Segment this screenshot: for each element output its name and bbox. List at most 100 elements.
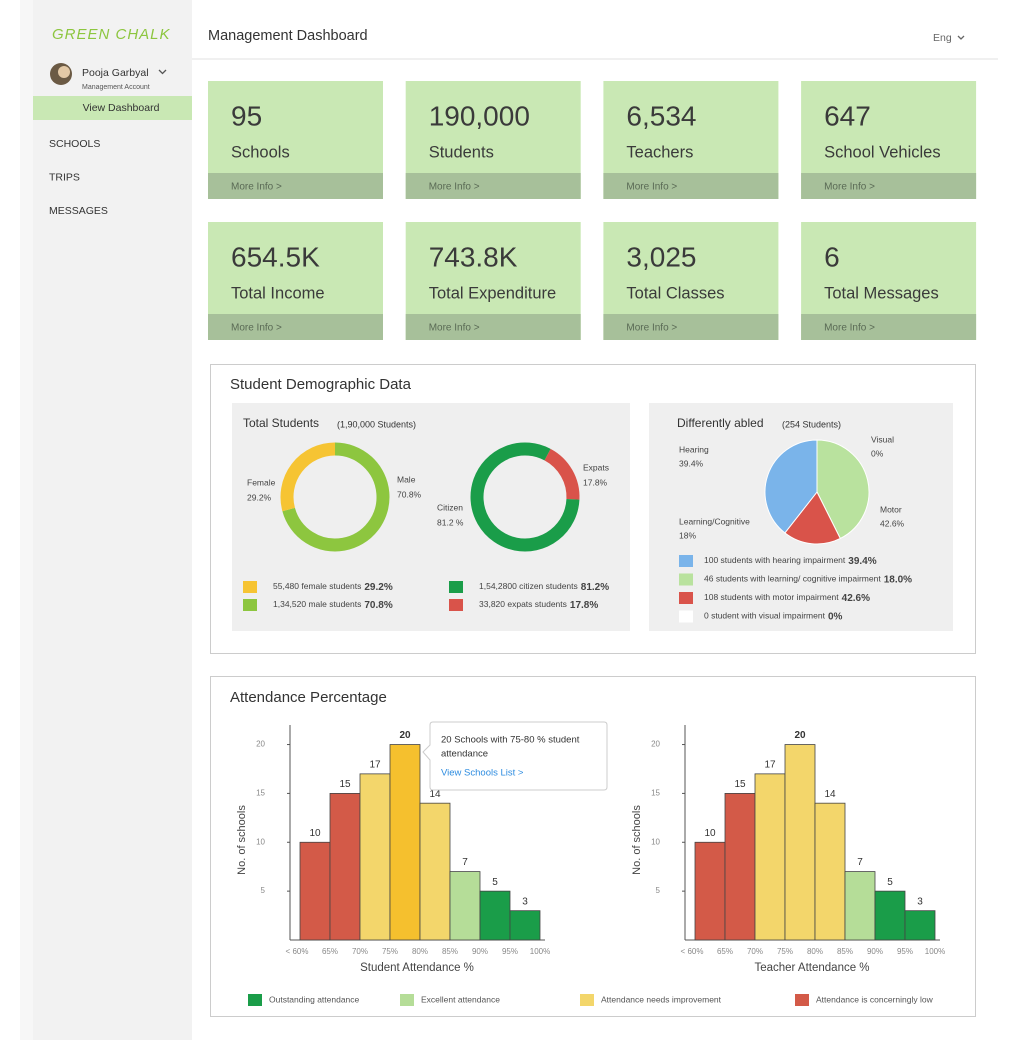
card-link[interactable]: More Info > xyxy=(429,182,480,193)
card-value: 95 xyxy=(231,100,262,131)
bar[interactable] xyxy=(694,841,726,941)
card-link[interactable]: More Info > xyxy=(626,323,677,334)
nav-item[interactable]: MESSAGES xyxy=(49,205,108,217)
bar[interactable] xyxy=(844,871,876,941)
legend-swatch xyxy=(449,599,463,611)
pie-slice xyxy=(784,491,841,545)
legend-swatch xyxy=(243,599,257,611)
user-name[interactable]: Pooja Garbyal xyxy=(82,67,149,79)
bar[interactable] xyxy=(479,890,511,941)
donut-label: Male xyxy=(397,474,416,484)
legend-percent: 70.8% xyxy=(364,600,392,611)
pie-slice xyxy=(764,439,818,534)
legend-label: 1,54,2800 citizen students xyxy=(479,581,578,591)
legend-text: 100 students with hearing impairment 39.4… xyxy=(704,555,877,566)
card-footer[interactable] xyxy=(603,314,779,340)
bar-label: 3 xyxy=(917,896,923,907)
language-chevron[interactable] xyxy=(957,35,965,40)
legend-text: 1,34,520 male students 70.8% xyxy=(273,599,393,610)
bar[interactable] xyxy=(724,793,756,941)
demographic-title: Student Demographic Data xyxy=(230,376,412,393)
bar-label: 17 xyxy=(369,760,381,771)
pie-value: 42.6% xyxy=(880,518,905,528)
bar[interactable] xyxy=(359,773,391,941)
nav-item[interactable]: SCHOOLS xyxy=(49,138,100,150)
card-footer[interactable] xyxy=(603,173,779,199)
card-label: Total Messages xyxy=(824,284,939,302)
x-tick-label: 90% xyxy=(472,947,488,956)
x-tick-label: 85% xyxy=(837,947,853,956)
language[interactable]: Eng xyxy=(933,32,952,44)
card-label: Total Expenditure xyxy=(429,284,557,302)
bar[interactable] xyxy=(329,793,361,941)
card-link[interactable]: More Info > xyxy=(231,182,282,193)
y-axis-title: No. of schools xyxy=(631,805,643,875)
bar[interactable] xyxy=(419,802,451,941)
user-chevron[interactable] xyxy=(158,69,167,75)
pie-slice xyxy=(816,439,870,540)
card-footer[interactable] xyxy=(405,314,581,340)
x-tick-label: 100% xyxy=(925,947,945,956)
card-label: Schools xyxy=(231,143,290,161)
legend-swatch xyxy=(679,555,693,567)
tooltip-text: 20 Schools with 75-80 % student xyxy=(441,735,580,746)
bar[interactable] xyxy=(754,773,786,941)
x-tick-label: 70% xyxy=(747,947,763,956)
bar[interactable] xyxy=(449,871,481,941)
legend-text: 108 students with motor impairment 42.6% xyxy=(704,592,870,603)
active-nav-label[interactable]: View Dashboard xyxy=(83,102,160,114)
pie-label: Learning/Cognitive xyxy=(679,516,750,526)
legend-swatch xyxy=(679,592,693,604)
x-tick-label: 75% xyxy=(777,947,793,956)
nav-item[interactable]: TRIPS xyxy=(49,171,80,183)
card-footer[interactable] xyxy=(208,173,383,199)
bar[interactable] xyxy=(299,841,331,941)
x-tick-label: 65% xyxy=(717,947,733,956)
card-value: 3,025 xyxy=(626,241,696,272)
legend-percent: 39.4% xyxy=(848,556,876,567)
user-role: Management Account xyxy=(82,84,150,91)
x-tick-label: 90% xyxy=(867,947,883,956)
legend-percent: 29.2% xyxy=(364,582,392,593)
card-footer[interactable] xyxy=(801,173,977,199)
card-value: 743.8K xyxy=(429,241,518,272)
card-footer[interactable] xyxy=(801,314,977,340)
x-tick-label: 65% xyxy=(322,947,338,956)
bar[interactable] xyxy=(904,910,936,941)
legend-percent: 0% xyxy=(828,611,843,622)
card-footer[interactable] xyxy=(405,173,581,199)
brand: GREEN CHALK xyxy=(52,26,171,43)
card-link[interactable]: More Info > xyxy=(231,323,282,334)
donut-value: 81.2 % xyxy=(437,517,464,527)
y-tick-label: 5 xyxy=(656,886,661,895)
y-tick-label: 10 xyxy=(256,837,265,846)
bar[interactable] xyxy=(509,910,541,941)
card-link[interactable]: More Info > xyxy=(824,323,875,334)
edge-strip xyxy=(20,0,33,1040)
bar[interactable] xyxy=(874,890,906,941)
bar[interactable] xyxy=(814,802,846,941)
card-footer[interactable] xyxy=(208,314,383,340)
pie-value: 39.4% xyxy=(679,458,704,468)
legend-swatch xyxy=(243,581,257,593)
donut-segment xyxy=(544,448,580,500)
tooltip-link[interactable]: View Schools List > xyxy=(441,768,524,779)
legend-label: 108 students with motor impairment xyxy=(704,592,839,602)
donut-label: Citizen xyxy=(437,502,463,512)
card-value: 654.5K xyxy=(231,241,320,272)
total-title: Total Students xyxy=(243,416,319,430)
legend-swatch xyxy=(248,994,262,1006)
bar[interactable] xyxy=(784,744,816,941)
active-nav[interactable] xyxy=(33,96,192,120)
legend-label: 100 students with hearing impairment xyxy=(704,555,846,565)
card-link[interactable]: More Info > xyxy=(626,182,677,193)
card-link[interactable]: More Info > xyxy=(824,182,875,193)
bar-label: 17 xyxy=(764,760,776,771)
header-divider xyxy=(192,58,998,60)
donut-value: 70.8% xyxy=(397,489,422,499)
pie-label: Motor xyxy=(880,504,902,514)
bar[interactable] xyxy=(389,744,421,941)
legend-percent: 81.2% xyxy=(581,582,609,593)
card-link[interactable]: More Info > xyxy=(429,323,480,334)
